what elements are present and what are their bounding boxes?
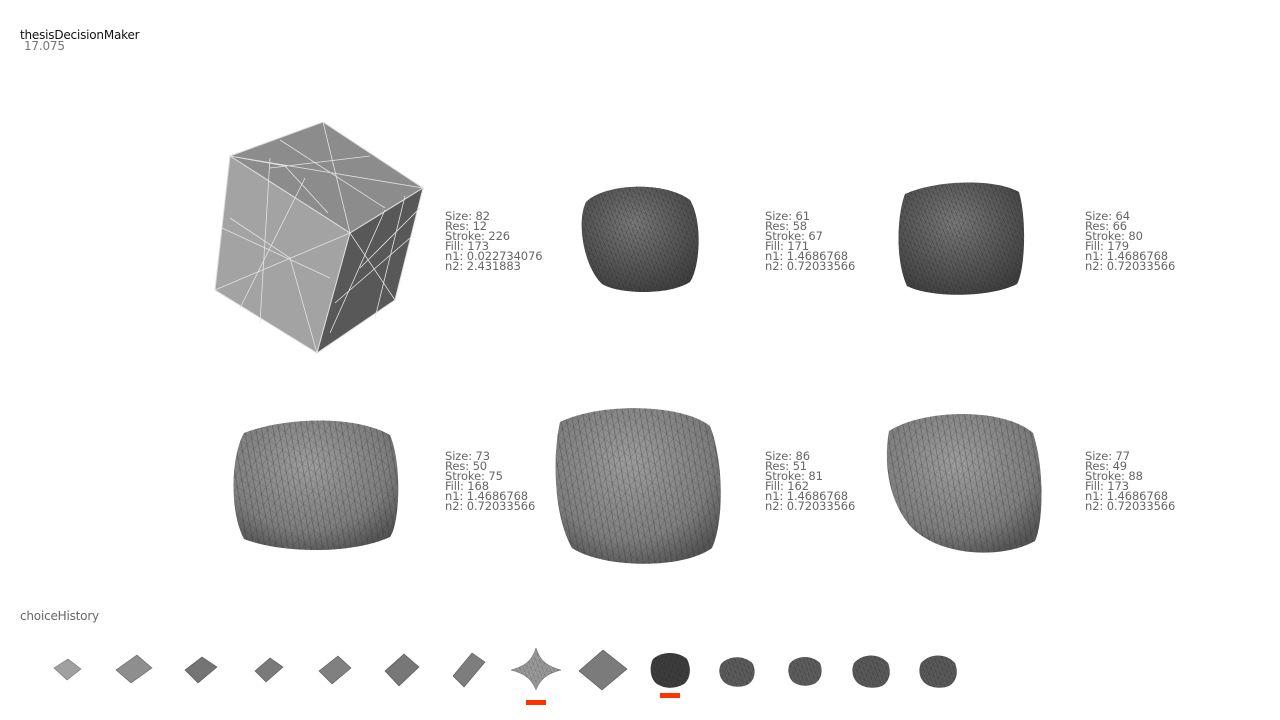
- stat-stroke: Stroke: 80: [1085, 229, 1143, 243]
- choice-history-label: choiceHistory: [20, 609, 99, 623]
- candidate-shape-3[interactable]: [895, 180, 1027, 298]
- candidate-shape-1[interactable]: [210, 118, 430, 358]
- stat-size: Size: 77: [1085, 449, 1130, 463]
- stat-size: Size: 82: [445, 209, 490, 223]
- candidate-stats-2: Size: 61 Res: 58 Stroke: 67 Fill: 171 n1…: [765, 209, 856, 273]
- stat-fill: Fill: 168: [445, 479, 489, 493]
- stat-fill: Fill: 173: [445, 239, 489, 253]
- history-thumb-3[interactable]: [182, 654, 220, 686]
- stat-res: Res: 49: [1085, 459, 1128, 473]
- stat-n1: n1: 1.4686768: [765, 489, 849, 503]
- history-thumb-10[interactable]: [648, 649, 692, 689]
- history-thumb-9[interactable]: [576, 647, 630, 693]
- stat-stroke: Stroke: 81: [765, 469, 823, 483]
- stat-size: Size: 73: [445, 449, 490, 463]
- stat-n2: n2: 0.72033566: [765, 499, 856, 513]
- stat-res: Res: 58: [765, 219, 808, 233]
- stat-res: Res: 50: [445, 459, 488, 473]
- history-thumb-4[interactable]: [252, 655, 286, 685]
- history-thumb-2[interactable]: [113, 652, 155, 686]
- stat-res: Res: 66: [1085, 219, 1128, 233]
- stat-n1: n1: 1.4686768: [1085, 489, 1169, 503]
- history-thumb-8[interactable]: [508, 646, 564, 692]
- stat-fill: Fill: 173: [1085, 479, 1129, 493]
- stat-n1: n1: 1.4686768: [765, 249, 849, 263]
- stat-n2: n2: 0.72033566: [1085, 499, 1176, 513]
- stat-n2: n2: 0.72033566: [1085, 259, 1176, 273]
- history-selected-marker-8: [526, 700, 546, 705]
- stat-size: Size: 86: [765, 449, 810, 463]
- stat-size: Size: 64: [1085, 209, 1130, 223]
- history-thumb-5[interactable]: [316, 653, 354, 687]
- stat-res: Res: 12: [445, 219, 488, 233]
- stat-fill: Fill: 179: [1085, 239, 1129, 253]
- history-thumb-14[interactable]: [917, 651, 959, 689]
- history-thumb-13[interactable]: [850, 651, 892, 689]
- stat-stroke: Stroke: 88: [1085, 469, 1143, 483]
- history-thumb-6[interactable]: [382, 651, 422, 689]
- candidate-shape-5[interactable]: [552, 402, 724, 570]
- candidate-stats-3: Size: 64 Res: 66 Stroke: 80 Fill: 179 n1…: [1085, 209, 1176, 273]
- stat-n1: n1: 1.4686768: [445, 489, 529, 503]
- stat-n2: n2: 2.431883: [445, 259, 521, 273]
- stat-res: Res: 51: [765, 459, 808, 473]
- stat-stroke: Stroke: 226: [445, 229, 511, 243]
- candidate-stats-5: Size: 86 Res: 51 Stroke: 81 Fill: 162 n1…: [765, 449, 856, 513]
- history-thumb-1[interactable]: [50, 656, 84, 684]
- app-title: thesisDecisionMaker: [20, 28, 140, 42]
- stat-n1: n1: 1.4686768: [1085, 249, 1169, 263]
- history-thumb-11[interactable]: [717, 652, 757, 688]
- history-thumb-7[interactable]: [450, 650, 488, 690]
- stat-fill: Fill: 162: [765, 479, 809, 493]
- stat-n1: n1: 0.022734076: [445, 249, 543, 263]
- candidate-shape-2[interactable]: [578, 182, 702, 294]
- history-selected-marker-10: [660, 693, 680, 698]
- stat-n2: n2: 0.72033566: [445, 499, 536, 513]
- candidate-stats-1: Size: 82 Res: 12 Stroke: 226 Fill: 173 n…: [445, 209, 543, 273]
- stat-fill: Fill: 171: [765, 239, 809, 253]
- app-value: 17.075: [24, 39, 65, 53]
- candidate-stats-6: Size: 77 Res: 49 Stroke: 88 Fill: 173 n1…: [1085, 449, 1176, 513]
- history-thumb-12[interactable]: [786, 653, 824, 687]
- candidate-shape-4[interactable]: [230, 413, 402, 555]
- stat-stroke: Stroke: 67: [765, 229, 823, 243]
- candidate-shape-6[interactable]: [883, 409, 1045, 559]
- stat-size: Size: 61: [765, 209, 810, 223]
- stat-stroke: Stroke: 75: [445, 469, 503, 483]
- candidate-stats-4: Size: 73 Res: 50 Stroke: 75 Fill: 168 n1…: [445, 449, 536, 513]
- stat-n2: n2: 0.72033566: [765, 259, 856, 273]
